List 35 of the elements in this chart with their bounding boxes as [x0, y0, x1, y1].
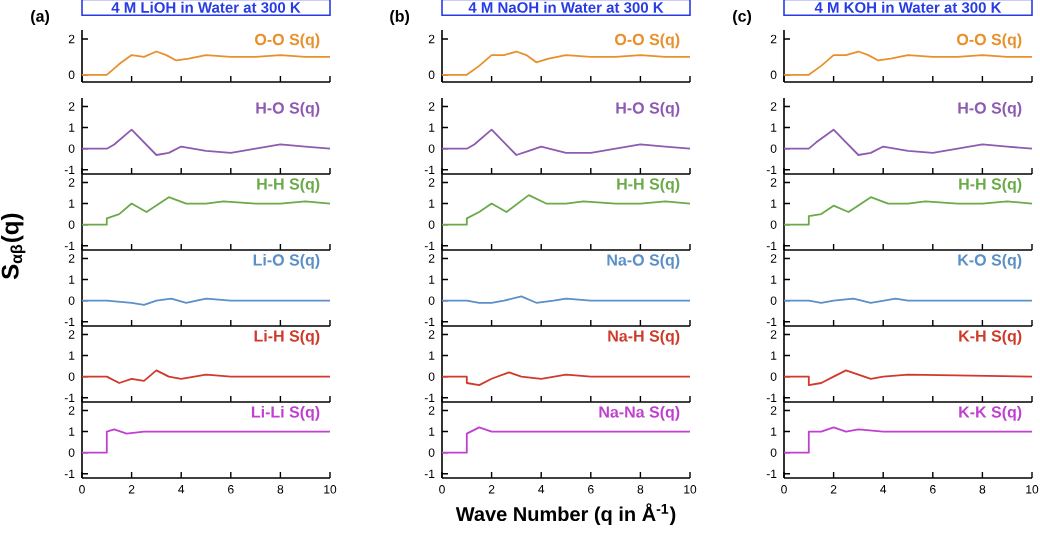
series-label: Na-O S(q): [607, 253, 680, 269]
series-label: H-O S(q): [958, 101, 1022, 117]
series-label: H-H S(q): [959, 177, 1022, 193]
line-series: [81, 369, 331, 384]
series-label: H-H S(q): [617, 177, 680, 193]
text: (a): [31, 10, 50, 25]
line-series: [81, 196, 331, 226]
series-label: Li-O S(q): [253, 253, 320, 269]
y-axis-title: S$_{αβ}$(q): [1, 213, 26, 280]
series-label: H-H S(q): [257, 177, 320, 193]
series-label: K-H S(q): [959, 329, 1022, 345]
text: (b): [390, 10, 410, 25]
series-label: O-O S(q): [957, 33, 1022, 49]
series-label: Li-H S(q): [254, 329, 320, 345]
text: (c): [733, 10, 752, 25]
line-series: [783, 369, 1033, 387]
series-label: Na-H S(q): [608, 329, 680, 345]
line-series: [441, 194, 691, 226]
line-series: [783, 128, 1033, 156]
line-series: [441, 371, 691, 387]
line-series: [441, 128, 691, 156]
series-label: O-O S(q): [255, 33, 320, 49]
series-label: K-O S(q): [958, 253, 1022, 269]
line-series: [783, 50, 1033, 76]
series-label: O-O S(q): [615, 33, 680, 49]
series-label: K-K S(q): [959, 405, 1022, 421]
line-series: [783, 196, 1033, 226]
series-label: Na-Na S(q): [599, 405, 680, 421]
x-axis-title: Wave Number (q in Å$^{-1}$): [455, 503, 676, 526]
series-label: H-O S(q): [256, 101, 320, 117]
line-series: [81, 50, 331, 76]
line-series: [783, 426, 1033, 454]
line-series: [441, 50, 691, 76]
series-label: H-O S(q): [616, 101, 680, 117]
series-label: Li-Li S(q): [251, 405, 320, 421]
